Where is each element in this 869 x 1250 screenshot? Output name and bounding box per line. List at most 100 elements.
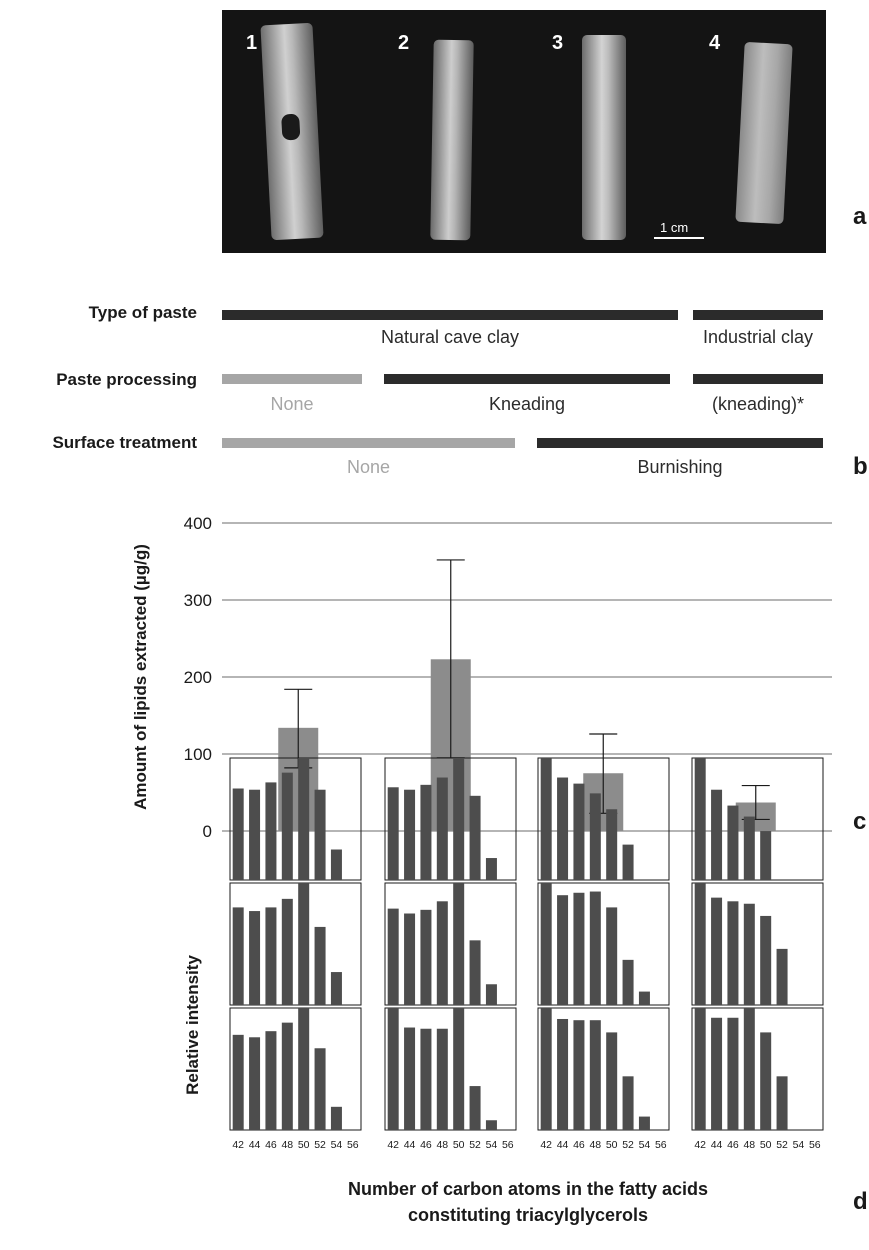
specimen-number: 1 [246, 32, 258, 54]
bar [453, 1008, 465, 1130]
bar [453, 883, 465, 1005]
x-tick-label: 48 [743, 1139, 755, 1151]
bar [540, 1008, 552, 1130]
x-tick-label: 56 [655, 1139, 667, 1151]
segment-label: None [270, 394, 314, 414]
x-tick-label: 44 [557, 1139, 569, 1151]
segment-bar [537, 438, 823, 448]
x-tick-label: 48 [436, 1139, 448, 1151]
bar [232, 907, 244, 1005]
bar [694, 1008, 706, 1130]
specimen-number: 3 [552, 32, 564, 54]
bar [469, 795, 481, 880]
y-tick-label: 400 [184, 514, 212, 533]
segment-label: (kneading)* [711, 394, 805, 414]
x-tick-label: 50 [453, 1139, 465, 1151]
x-tick-label: 52 [469, 1139, 481, 1151]
segment-label: Natural cave clay [380, 327, 520, 347]
bar [711, 1017, 723, 1130]
bar [387, 787, 399, 880]
bar [760, 915, 772, 1005]
y-tick-label: 0 [203, 822, 212, 841]
segment-bar [222, 310, 678, 320]
x-tick-label: 44 [249, 1139, 261, 1151]
bar [281, 772, 293, 880]
panel-label-c: c [853, 808, 867, 835]
bar [557, 777, 569, 880]
bar [469, 940, 481, 1005]
mini-chart-frame [384, 757, 517, 881]
bar [420, 1028, 432, 1130]
bar [622, 1076, 634, 1130]
bar [589, 1020, 601, 1130]
bar [436, 1028, 448, 1130]
specimen-number: 4 [709, 32, 721, 54]
segment-label: Industrial clay [702, 327, 814, 347]
bar [573, 783, 585, 880]
bar [485, 984, 497, 1005]
bar [606, 907, 618, 1005]
bar [249, 911, 261, 1005]
bar [622, 959, 634, 1005]
x-tick-label: 54 [639, 1139, 651, 1151]
bar [281, 1022, 293, 1130]
panel-label-d: d [853, 1188, 868, 1215]
x-tick-label: 42 [387, 1139, 399, 1151]
bar [760, 831, 772, 880]
bar [249, 789, 261, 880]
row-label-surface-treatment: Surface treatment [52, 433, 197, 452]
bar [711, 789, 723, 880]
x-tick-label: 46 [573, 1139, 585, 1151]
bar [387, 1008, 399, 1130]
x-tick-label: 44 [404, 1139, 416, 1151]
x-tick-label: 52 [314, 1139, 326, 1151]
bar [743, 903, 755, 1005]
x-tick-label: 50 [298, 1139, 310, 1151]
bar [743, 816, 755, 880]
x-tick-label: 52 [622, 1139, 634, 1151]
bar [453, 758, 465, 880]
x-tick-label: 50 [606, 1139, 618, 1151]
specimen-photo: 1 2 3 4 1 cm [222, 10, 826, 253]
scale-bar [654, 237, 704, 239]
bar [638, 991, 650, 1005]
x-tick-label: 54 [793, 1139, 805, 1151]
x-tick-label: 46 [265, 1139, 277, 1151]
x-tick-label: 56 [502, 1139, 514, 1151]
x-tick-label: 54 [331, 1139, 343, 1151]
y-tick-label: 200 [184, 668, 212, 687]
bar [469, 1086, 481, 1130]
bar [760, 1032, 772, 1130]
bar [727, 805, 739, 880]
bar [436, 901, 448, 1005]
bar [743, 1008, 755, 1130]
panel-label-b: b [853, 453, 868, 480]
bar [638, 1116, 650, 1130]
panel-label-a: a [853, 203, 867, 230]
x-axis-title-line: constituting triacylglycerols [408, 1205, 648, 1225]
segment-bar [222, 438, 515, 448]
bar [540, 883, 552, 1005]
bar [314, 926, 326, 1005]
x-tick-label: 48 [281, 1139, 293, 1151]
bar [606, 1032, 618, 1130]
bar [573, 1020, 585, 1130]
mini-chart-frame [691, 1007, 824, 1131]
x-tick-label: 48 [589, 1139, 601, 1151]
bar [330, 972, 342, 1005]
specimen-number: 2 [398, 32, 410, 54]
segment-bar [693, 310, 823, 320]
y-tick-label: 100 [184, 745, 212, 764]
bar [727, 1017, 739, 1130]
bar [694, 883, 706, 1005]
mini-chart-frame [229, 757, 362, 881]
bar [694, 758, 706, 880]
bar [314, 789, 326, 880]
bar [420, 784, 432, 880]
scale-bar-label: 1 cm [660, 220, 689, 235]
bar [557, 895, 569, 1005]
segment-bar [693, 374, 823, 384]
bar [265, 782, 277, 880]
mini-chart-frame [537, 757, 670, 881]
